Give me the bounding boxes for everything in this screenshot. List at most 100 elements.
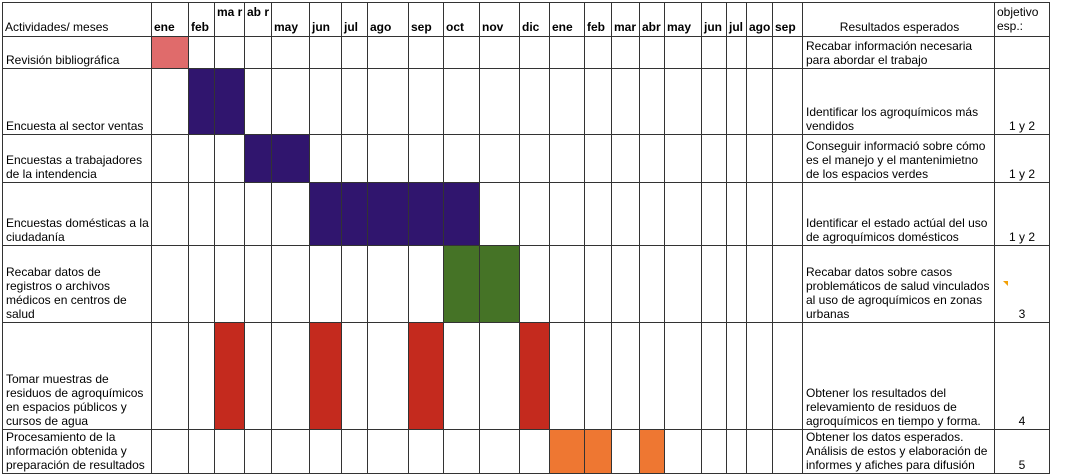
month-header[interactable]: feb <box>188 2 215 37</box>
month-cell[interactable] <box>584 68 612 135</box>
month-cell[interactable] <box>584 134 612 183</box>
month-header[interactable]: jul <box>726 2 747 37</box>
month-cell[interactable] <box>244 68 272 135</box>
month-header[interactable]: may <box>664 2 702 37</box>
month-cell[interactable] <box>341 322 368 430</box>
month-cell-filled[interactable] <box>151 36 189 69</box>
month-cell[interactable] <box>584 36 612 69</box>
month-header[interactable]: ene <box>549 2 585 37</box>
month-cell[interactable] <box>549 134 585 183</box>
activity-cell[interactable]: Encuesta al sector ventas <box>2 68 152 135</box>
month-cell[interactable] <box>188 429 215 474</box>
month-cell-filled[interactable] <box>479 245 520 323</box>
month-header[interactable]: nov <box>479 2 520 37</box>
month-cell[interactable] <box>309 36 342 69</box>
activity-cell[interactable]: Revisión bibliográfica <box>2 36 152 69</box>
month-cell-filled[interactable] <box>519 322 550 430</box>
month-cell[interactable] <box>367 245 409 323</box>
month-cell[interactable] <box>726 134 747 183</box>
month-cell[interactable] <box>746 134 773 183</box>
objective-cell[interactable]: 1 y 2 <box>994 182 1050 246</box>
activity-cell[interactable]: Recabar datos de registros o archivos mé… <box>2 245 152 323</box>
month-cell[interactable] <box>271 245 310 323</box>
month-cell[interactable] <box>341 134 368 183</box>
month-cell[interactable] <box>519 429 550 474</box>
month-cell[interactable] <box>549 182 585 246</box>
month-cell[interactable] <box>479 36 520 69</box>
month-cell[interactable] <box>443 322 480 430</box>
month-cell[interactable] <box>639 322 665 430</box>
month-cell[interactable] <box>611 134 640 183</box>
month-cell[interactable] <box>664 245 702 323</box>
month-header[interactable]: dic <box>519 2 550 37</box>
month-cell[interactable] <box>271 322 310 430</box>
expected-result-cell[interactable]: Recabar información necesaria para abord… <box>802 36 995 69</box>
month-cell[interactable] <box>549 245 585 323</box>
month-header[interactable]: jul <box>341 2 368 37</box>
month-cell[interactable] <box>611 429 640 474</box>
month-cell[interactable] <box>443 68 480 135</box>
month-header[interactable]: ago <box>367 2 409 37</box>
month-cell[interactable] <box>726 68 747 135</box>
month-cell[interactable] <box>746 429 773 474</box>
month-cell[interactable] <box>479 322 520 430</box>
month-cell-filled[interactable] <box>309 182 342 246</box>
month-cell[interactable] <box>341 429 368 474</box>
objective-cell[interactable]: 1 y 2 <box>994 134 1050 183</box>
month-cell[interactable] <box>151 429 189 474</box>
month-cell[interactable] <box>309 429 342 474</box>
month-cell[interactable] <box>701 134 727 183</box>
month-cell[interactable] <box>584 182 612 246</box>
month-header[interactable]: sep <box>408 2 444 37</box>
month-cell[interactable] <box>188 182 215 246</box>
month-cell[interactable] <box>746 182 773 246</box>
expected-result-cell[interactable]: Conseguir informació sobre cómo es el ma… <box>802 134 995 183</box>
month-cell[interactable] <box>519 182 550 246</box>
month-header[interactable]: ago <box>746 2 773 37</box>
month-cell[interactable] <box>367 68 409 135</box>
objective-cell[interactable] <box>994 36 1050 69</box>
expected-result-cell[interactable]: Identificar los agroquímicos más vendido… <box>802 68 995 135</box>
month-cell[interactable] <box>271 36 310 69</box>
month-cell[interactable] <box>367 36 409 69</box>
activities-header[interactable]: Actividades/ meses <box>2 2 152 37</box>
objective-header[interactable]: objetivo esp.: <box>994 2 1050 37</box>
month-cell[interactable] <box>408 429 444 474</box>
month-cell[interactable] <box>408 134 444 183</box>
month-cell[interactable] <box>584 245 612 323</box>
month-cell[interactable] <box>772 182 803 246</box>
month-cell[interactable] <box>664 429 702 474</box>
month-cell[interactable] <box>271 68 310 135</box>
month-cell[interactable] <box>611 182 640 246</box>
month-cell[interactable] <box>772 322 803 430</box>
month-cell-filled[interactable] <box>341 182 368 246</box>
month-cell[interactable] <box>309 68 342 135</box>
expected-result-cell[interactable]: Obtener los resultados del relevamiento … <box>802 322 995 430</box>
month-cell[interactable] <box>188 134 215 183</box>
month-cell[interactable] <box>664 36 702 69</box>
month-cell[interactable] <box>772 36 803 69</box>
month-cell[interactable] <box>151 245 189 323</box>
activity-cell[interactable]: Encuestas domésticas a la ciudadanía <box>2 182 152 246</box>
month-cell[interactable] <box>244 322 272 430</box>
month-cell[interactable] <box>701 182 727 246</box>
month-header[interactable]: abr <box>639 2 665 37</box>
month-cell[interactable] <box>519 245 550 323</box>
month-header[interactable]: jun <box>309 2 342 37</box>
month-cell[interactable] <box>701 68 727 135</box>
month-cell[interactable] <box>443 134 480 183</box>
month-cell[interactable] <box>549 322 585 430</box>
month-header[interactable]: ma r <box>214 2 245 37</box>
month-cell[interactable] <box>746 322 773 430</box>
expected-result-cell[interactable]: Obtener los datos esperados. Análisis de… <box>802 429 995 474</box>
month-cell[interactable] <box>639 182 665 246</box>
month-cell[interactable] <box>479 68 520 135</box>
month-cell[interactable] <box>726 36 747 69</box>
month-cell-filled[interactable] <box>188 68 215 135</box>
month-header[interactable]: feb <box>584 2 612 37</box>
month-cell[interactable] <box>443 36 480 69</box>
month-cell[interactable] <box>549 36 585 69</box>
month-header[interactable]: oct <box>443 2 480 37</box>
activity-cell[interactable]: Procesamiento de la información obtenida… <box>2 429 152 474</box>
month-cell[interactable] <box>746 245 773 323</box>
